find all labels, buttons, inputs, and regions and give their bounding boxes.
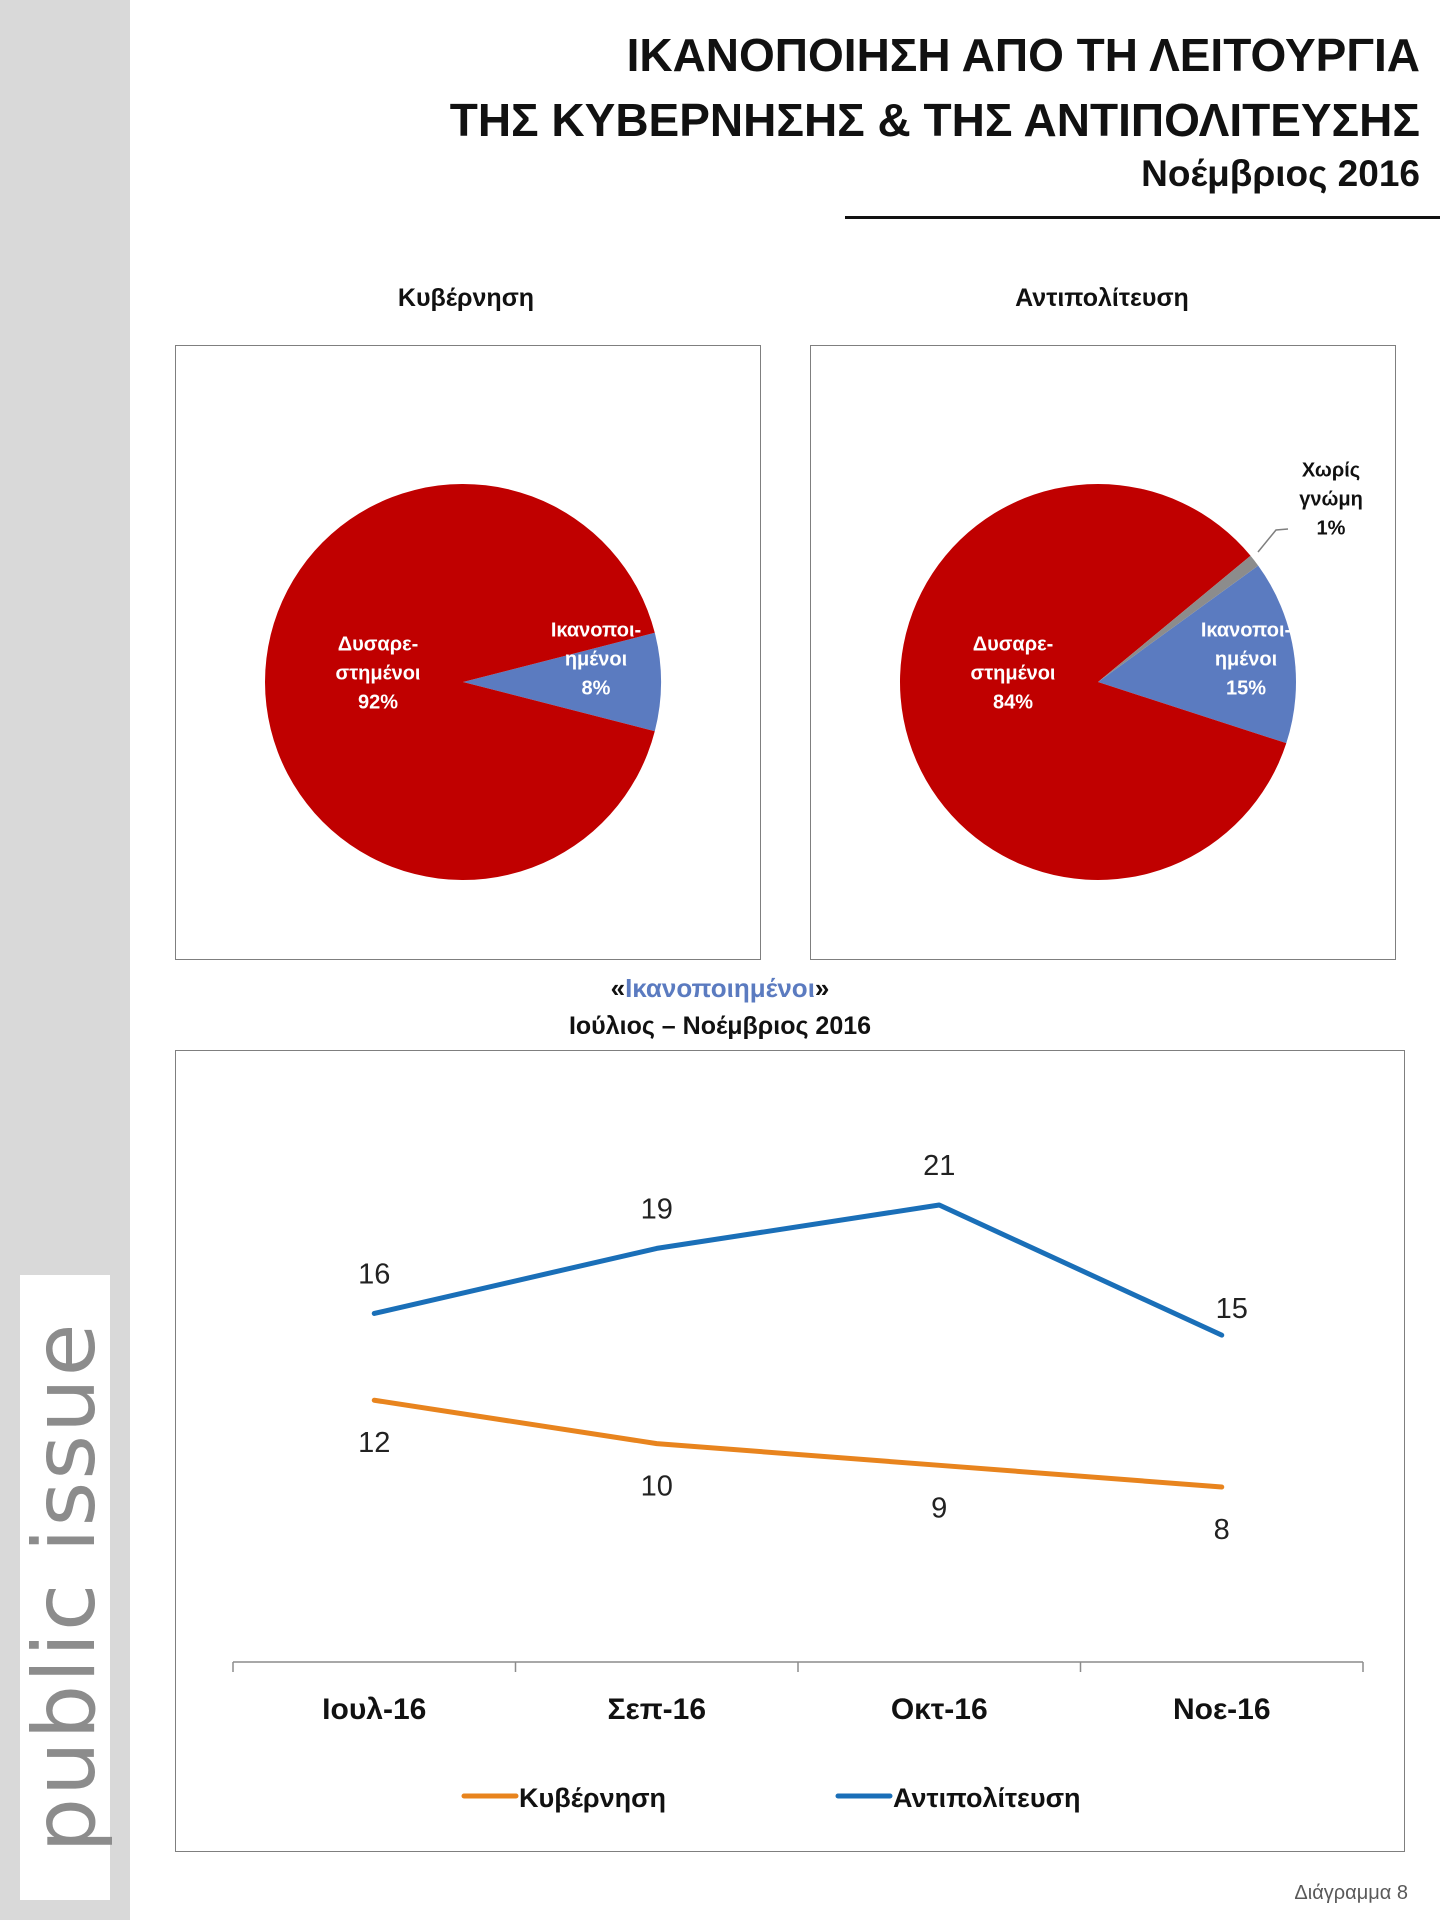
pie-leader-line: [1257, 528, 1289, 553]
page-title-line-2: ΤΗΣ ΚΥΒΕΡΝΗΣΗΣ & ΤΗΣ ΑΝΤΙΠΟΛΙΤΕΥΣΗΣ: [449, 94, 1420, 146]
page-subtitle: Νοέμβριος 2016: [1141, 153, 1420, 194]
data-label: 15: [1216, 1293, 1248, 1325]
pie-slice-2: [1098, 555, 1259, 682]
x-tick-label: Ιουλ-16: [322, 1693, 426, 1726]
data-label: 9: [931, 1492, 947, 1524]
figure-number: Διάγραμμα 8: [1294, 1882, 1408, 1904]
header-divider: [845, 216, 1440, 219]
heading-highlight: Ικανοποιημένοι: [625, 973, 815, 1003]
data-label: 8: [1214, 1514, 1230, 1546]
line-chart-satisfied: Ιουλ-16 Σεπ-16 Οκτ-16 Νοε-16 12 10 9 8 16 19 21 15 Κ…: [175, 1050, 1405, 1852]
pie-label-line: 84%: [992, 691, 1034, 714]
pie-data-label: Ικανοποι-ημένοι 15%: [1201, 617, 1291, 704]
pie-label-line: 15%: [1225, 677, 1267, 700]
legend-label: Αντιπολίτευση: [893, 1783, 1081, 1813]
page-title-line-1: ΙΚΑΝΟΠΟΙΗΣΗ ΑΠΟ ΤΗ ΛΕΙΤΟΥΡΓΙΑ: [626, 29, 1420, 81]
pie-chart-opposition: Ικανοποι-ημένοι 15% Δυσαρε-στημένοι 84% Χωρί…: [810, 345, 1396, 960]
data-label: 12: [358, 1427, 390, 1459]
data-label: 16: [358, 1258, 390, 1290]
pie-label-line: ημένοι: [564, 648, 628, 671]
pie-data-label: Δυσαρε-στημένοι 84%: [971, 631, 1056, 718]
pie-label-line: γνώμη: [1299, 488, 1363, 511]
pie-label-line: Χωρίς: [1301, 459, 1361, 482]
pie-slice-0: [1098, 565, 1296, 744]
pie-chart-government: Ικανοποι-ημένοι 8% Δυσαρε-στημένοι 92%: [175, 345, 761, 960]
x-tick-label: Σεπ-16: [607, 1693, 706, 1726]
pie-label-line: Δυσαρε-: [972, 633, 1054, 656]
pie-svg: [265, 484, 661, 880]
brand-logo-text: public issue: [15, 1321, 115, 1853]
pie-label-line: Δυσαρε-: [337, 633, 419, 656]
heading-quote-open: «: [610, 973, 626, 1003]
pie-label-line: 92%: [357, 691, 399, 714]
series-line-1: [371, 1202, 1225, 1338]
pie-svg: [900, 484, 1296, 881]
line-chart-subheading: Ιούλιος – Νοέμβριος 2016: [568, 1012, 872, 1040]
x-tick-label: Νοε-16: [1173, 1693, 1271, 1726]
pie-data-label: Χωρίς γνώμη 1%: [1299, 457, 1363, 544]
series-line-0: [371, 1397, 1225, 1490]
data-label: 19: [641, 1193, 673, 1225]
pie-slice-0: [463, 632, 661, 732]
heading-quote-close: »: [814, 973, 830, 1003]
pie-label-line: ημένοι: [1214, 648, 1278, 671]
data-label: 21: [923, 1150, 955, 1182]
line-chart-svg: Ιουλ-16 Σεπ-16 Οκτ-16 Νοε-16 12 10 9 8 16 19 21 15 Κ…: [232, 1150, 1364, 1813]
pie-title-government: Κυβέρνηση: [397, 284, 535, 312]
legend-label: Κυβέρνηση: [519, 1783, 666, 1813]
pie-label-line: 1%: [1316, 517, 1346, 540]
pie-slice-1: [265, 484, 655, 880]
pie-label-line: Ικανοποι-: [550, 619, 642, 642]
pie-label-line: Ικανοποι-: [1200, 619, 1292, 642]
brand-box: [20, 1275, 110, 1900]
line-chart-heading: «Ικανοποιημένοι»: [0, 973, 1440, 1004]
pie-slice-1: [900, 484, 1287, 881]
pie-label-line: στημένοι: [970, 662, 1056, 685]
x-tick-label: Οκτ-16: [891, 1693, 988, 1726]
data-label: 10: [641, 1471, 673, 1503]
sidebar-strip: public issue: [0, 0, 130, 1920]
pie-data-label: Δυσαρε-στημένοι 92%: [336, 631, 421, 718]
pie-label-line: 8%: [581, 677, 611, 700]
pie-data-label: Ικανοποι-ημένοι 8%: [551, 617, 641, 704]
pie-title-opposition: Αντιπολίτευση: [1015, 284, 1189, 312]
pie-label-line: στημένοι: [335, 662, 421, 685]
